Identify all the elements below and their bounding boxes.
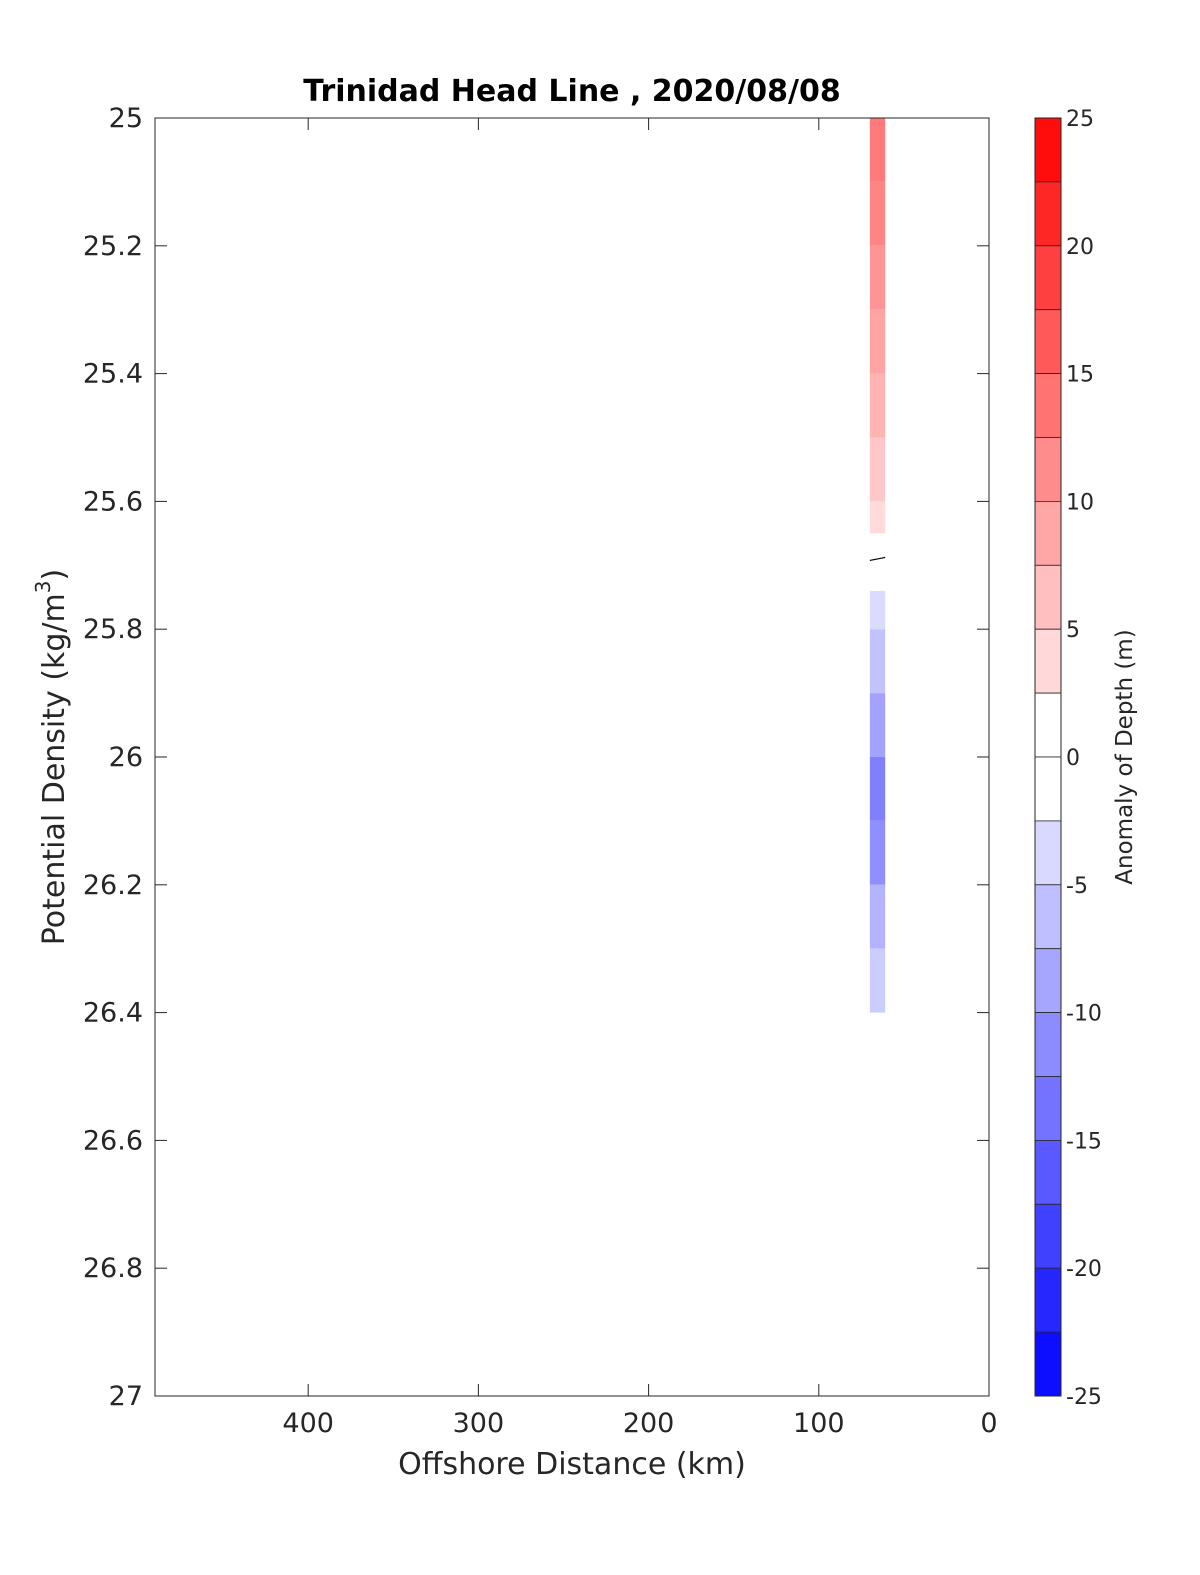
colorbar-tick-label: 10 xyxy=(1066,490,1094,515)
data-cell xyxy=(869,884,886,949)
x-tick-label: 300 xyxy=(453,1408,505,1439)
colorbar-tick-label: 20 xyxy=(1066,235,1094,260)
colorbar-tick-label: 25 xyxy=(1066,107,1094,132)
x-tick-label: 400 xyxy=(282,1408,334,1439)
colorbar-tick-label: 5 xyxy=(1066,618,1080,643)
colorbar-segment xyxy=(1034,1012,1062,1077)
colorbar-segment xyxy=(1034,117,1062,183)
zero-contour-line xyxy=(869,556,886,561)
y-tick-label: 26.6 xyxy=(83,1125,143,1156)
colorbar-tick-label: -15 xyxy=(1066,1129,1102,1154)
data-cell xyxy=(869,757,886,821)
y-tick-label: 26.4 xyxy=(83,998,143,1029)
y-tick-label: 26 xyxy=(109,742,143,773)
colorbar-segment xyxy=(1034,820,1062,886)
colorbar-segment xyxy=(1034,245,1062,311)
y-tick-label: 25.2 xyxy=(83,231,143,262)
colorbar-segment xyxy=(1034,500,1062,566)
data-cell xyxy=(869,693,886,757)
y-tick-label: 25.6 xyxy=(83,486,143,517)
data-cell xyxy=(869,373,886,438)
chart-title: Trinidad Head Line , 2020/08/08 xyxy=(303,74,840,109)
data-cell xyxy=(869,437,886,502)
colorbar-tick-label: -10 xyxy=(1066,1002,1102,1027)
y-tick-label: 26.8 xyxy=(83,1253,143,1284)
data-cell xyxy=(869,245,886,310)
colorbar-segment xyxy=(1034,181,1062,247)
colorbar-segment xyxy=(1034,692,1062,758)
colorbar-tick-label: -25 xyxy=(1066,1385,1102,1410)
colorbar-segment xyxy=(1034,628,1062,694)
colorbar-segment xyxy=(1034,884,1062,950)
data-cell xyxy=(869,629,886,694)
data-cell xyxy=(869,948,886,1013)
colorbar-tick-label: -20 xyxy=(1066,1257,1102,1282)
plot-area: 400 300 200 100 0 25 25.2 25.4 25.6 25.8 26 26.2 26.… xyxy=(83,103,998,1439)
colorbar-segment xyxy=(1034,437,1062,502)
colorbar-segment xyxy=(1034,373,1062,438)
data-cell xyxy=(869,590,886,630)
y-tick-label: 25.8 xyxy=(83,614,143,645)
colorbar-segment xyxy=(1034,564,1062,630)
colorbar-segment xyxy=(1034,756,1062,822)
colorbar-segment xyxy=(1034,1076,1062,1141)
colorbar-tick-label: 15 xyxy=(1066,363,1094,388)
colorbar-segment xyxy=(1034,1267,1062,1333)
colorbar-segment xyxy=(1034,1140,1062,1205)
plot-background xyxy=(155,118,989,1396)
colorbar: 25 20 15 10 5 0 -5 -10 -15 -20 -25 xyxy=(1034,107,1102,1410)
y-axis-title-superscript: 3 xyxy=(31,580,55,593)
colorbar-frame xyxy=(1034,117,1062,1397)
y-tick-label: 25 xyxy=(109,103,143,134)
colorbar-segment xyxy=(1034,1331,1062,1397)
colorbar-tick-label: 0 xyxy=(1066,746,1080,771)
y-axis-title-base: Potential Density (kg/m xyxy=(37,593,72,945)
x-tick-label: 100 xyxy=(793,1408,845,1439)
y-tick-label: 26.2 xyxy=(83,870,143,901)
y-axis-title: Potential Density (kg/m3) xyxy=(31,569,72,945)
data-cell xyxy=(869,820,886,885)
data-cell xyxy=(869,181,886,246)
data-cell xyxy=(869,501,886,534)
y-tick-label: 27 xyxy=(109,1381,143,1412)
colorbar-tick-label: -5 xyxy=(1066,874,1088,899)
colorbar-segment xyxy=(1034,948,1062,1014)
x-tick-label: 0 xyxy=(980,1408,997,1439)
y-axis-title-close: ) xyxy=(37,569,72,581)
colorbar-segment xyxy=(1034,309,1062,375)
data-cell xyxy=(869,118,886,182)
colorbar-segment xyxy=(1034,1203,1062,1269)
y-tick-label: 25.4 xyxy=(83,359,143,390)
colorbar-title: Anomaly of Depth (m) xyxy=(1112,629,1138,884)
x-tick-label: 200 xyxy=(623,1408,675,1439)
x-axis-title: Offshore Distance (km) xyxy=(398,1447,746,1482)
data-cell xyxy=(869,309,886,374)
